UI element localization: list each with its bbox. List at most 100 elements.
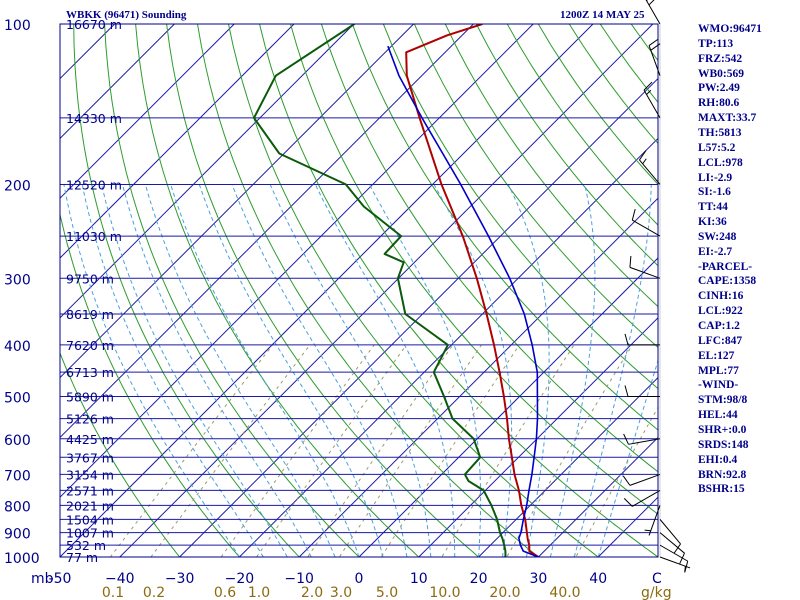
dry-adiabat-line <box>290 24 658 515</box>
wind-barb-feather <box>673 543 681 554</box>
index-value: SRDS:148 <box>698 438 749 451</box>
wind-barb-staff <box>643 89 661 119</box>
index-value: CINH:16 <box>698 290 744 303</box>
dry-adiabat-line <box>60 212 241 557</box>
index-value: MAXT:33.7 <box>698 112 757 125</box>
wind-barb-staff <box>632 219 661 237</box>
moist-adiabat-line <box>368 184 482 557</box>
height-label: 532 m <box>66 538 106 553</box>
wind-barb-feather <box>631 208 636 221</box>
index-value: KI:36 <box>698 216 727 228</box>
mixing-ratio-unit-label: g/kg <box>641 585 672 600</box>
wind-barb-feather <box>629 255 632 268</box>
isotherm-line <box>298 197 658 557</box>
wind-barb-feather <box>643 81 653 91</box>
index-value: L57:5.2 <box>698 141 736 154</box>
wind-barb <box>631 208 661 237</box>
pressure-tick-label: 800 <box>4 499 31 515</box>
mixing-ratio-line <box>506 344 633 557</box>
temperature-tick-label: −10 <box>284 571 314 587</box>
dry-adiabat-line <box>475 24 658 267</box>
mixing-ratio-line <box>338 344 482 557</box>
dry-adiabat-line <box>60 351 181 557</box>
wind-barb <box>624 333 660 346</box>
index-value: MPL:77 <box>698 364 739 377</box>
pressure-tick-label: 200 <box>4 178 31 194</box>
index-value: SHR+:0.0 <box>698 423 747 436</box>
temperature-tick-label: 40 <box>589 571 607 587</box>
index-value: CAP:1.2 <box>698 320 740 332</box>
wind-barb <box>648 38 661 76</box>
mixing-ratio-label: 40.0 <box>549 585 580 600</box>
temperature-tick-label: −20 <box>225 571 255 587</box>
dry-adiabat-line <box>228 24 600 557</box>
background-lines <box>60 24 658 557</box>
index-value: LFC:847 <box>698 334 743 347</box>
pressure-tick-label: 500 <box>4 391 31 407</box>
mixing-ratio-label: 0.6 <box>214 585 236 600</box>
wind-barb <box>659 532 685 564</box>
pressure-tick-label: 1000 <box>4 551 40 567</box>
pressure-tick-label: 600 <box>4 433 31 449</box>
isotherm-line <box>60 24 175 140</box>
height-label: 1504 m <box>66 512 114 527</box>
wind-barb-feather <box>650 43 661 51</box>
wind-barb-staff <box>628 438 661 445</box>
mixing-ratio-label: 5.0 <box>376 585 398 600</box>
isotherm-line <box>60 24 235 199</box>
profile-lines <box>253 24 540 557</box>
temperature-tick-label: 20 <box>470 571 488 587</box>
index-value: CAPE:1358 <box>698 275 757 288</box>
mixing-ratio-label: 2.0 <box>301 585 323 600</box>
pressure-tick-label: 400 <box>4 339 31 355</box>
moist-adiabat-line <box>122 184 312 557</box>
station-title: WBKK (96471) Sounding <box>66 9 187 21</box>
wind-barb <box>623 433 661 445</box>
index-value: HEL:44 <box>698 409 738 422</box>
dry-adiabat-line <box>320 24 658 473</box>
isotherm-line <box>60 24 295 259</box>
index-value: TH:5813 <box>698 127 742 139</box>
wind-barb-staff <box>648 45 661 76</box>
height-label: 2571 m <box>66 483 114 498</box>
mixing-ratio-label: 0.1 <box>102 585 124 600</box>
wind-barb-feather <box>648 0 655 6</box>
index-value: STM:98/8 <box>698 394 748 407</box>
temperature-tick-label: −40 <box>105 571 135 587</box>
wind-barb <box>622 473 661 486</box>
mixing-ratio-line <box>307 344 454 557</box>
wind-barb <box>645 0 661 25</box>
mixing-ratio-label: 20.0 <box>489 585 520 600</box>
dry-adiabat-line <box>135 24 420 557</box>
dry-adiabat-line <box>413 24 658 349</box>
wind-barb-staff <box>632 489 661 507</box>
mixing-ratio-label: 3.0 <box>330 585 352 600</box>
wind-barb-feather <box>624 385 629 397</box>
parcel-profile <box>387 45 539 557</box>
mixing-ratio-line <box>150 344 311 557</box>
temperature-profile <box>405 24 540 557</box>
wind-barb-staff <box>648 505 661 536</box>
wind-barb <box>643 81 661 119</box>
index-value: SI:-1.6 <box>698 186 731 199</box>
height-label: 4425 m <box>66 432 114 447</box>
pressure-tick-label: 100 <box>4 18 31 34</box>
index-value: LCL:978 <box>698 156 743 169</box>
wind-barb <box>659 519 681 554</box>
index-value: WMO:96471 <box>698 23 762 35</box>
wind-barb-feather <box>624 333 629 346</box>
index-value: TP:113 <box>698 37 734 50</box>
isotherm-line <box>60 24 355 319</box>
wind-barb-feather <box>623 433 629 445</box>
dry-adiabat-line <box>351 24 658 431</box>
index-value: -PARCEL- <box>698 260 753 273</box>
wind-barbs <box>622 0 691 573</box>
moist-adiabat-line <box>101 184 288 557</box>
height-label: 14330 m <box>66 111 122 126</box>
height-label: 6713 m <box>66 365 114 380</box>
height-label: 11030 m <box>66 229 122 244</box>
isotherm-line <box>538 436 658 557</box>
dry-adiabat-line <box>104 24 360 557</box>
dry-adiabat-line <box>73 24 300 557</box>
